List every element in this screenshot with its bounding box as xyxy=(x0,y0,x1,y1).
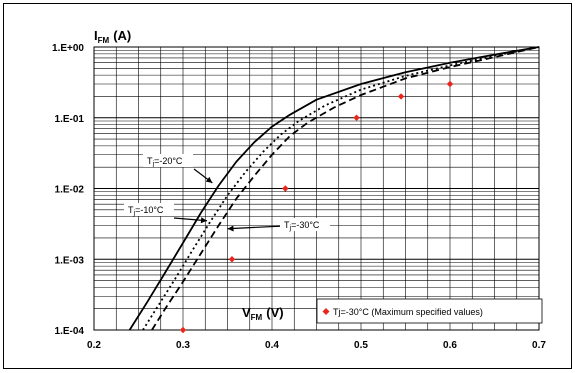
curves xyxy=(128,46,540,331)
curve-tj_m20 xyxy=(128,46,540,331)
grid xyxy=(93,46,540,331)
annotation-text-post: =-30°C xyxy=(291,220,320,230)
x-axis-title-main: V xyxy=(242,305,251,320)
annotation-label-tj_m20: Tj=-20°C xyxy=(147,156,183,168)
annotation-label-bg xyxy=(124,203,174,216)
annotation-text-post: =-10°C xyxy=(135,205,164,215)
legend-marker xyxy=(322,308,330,315)
annotation-label-tj_m10: Tj=-10°C xyxy=(128,205,164,217)
x-axis-title: VFM (V) xyxy=(242,305,284,322)
annotation-label-tj_m30: Tj=-30°C xyxy=(284,220,320,232)
max-spec-point xyxy=(353,114,360,121)
x-tick-label: 0.7 xyxy=(532,340,546,351)
x-tick-label: 0.3 xyxy=(176,340,190,351)
x-tick-label: 0.2 xyxy=(87,340,101,351)
annotation-arrow-tj_m30 xyxy=(227,225,285,230)
max-spec-point xyxy=(282,185,289,192)
legend-label: Tj=-30°C (Maximum specified values) xyxy=(333,307,483,317)
annotation-text-pre: T xyxy=(284,220,290,230)
y-tick-label: 1.E-04 xyxy=(55,326,85,337)
max-spec-points xyxy=(179,80,454,334)
chart-frame: 0.2 0.3 0.4 0.5 0.6 0.7 1.E-04 1.E-03 1.E-02 1.E-… xyxy=(3,3,572,369)
y-axis-title-sub: FM xyxy=(98,36,110,45)
x-axis-title-sub: FM xyxy=(251,313,263,322)
annotation-arrowhead-tj_m20 xyxy=(205,176,213,183)
x-tick-label: 0.6 xyxy=(443,340,457,351)
annotation-text-sub: j xyxy=(289,225,292,232)
annotation-label-bg xyxy=(143,154,193,167)
legend: Tj=-30°C (Maximum specified values) xyxy=(316,298,543,324)
y-axis-title-main: I xyxy=(94,28,98,43)
annotation-text-sub: j xyxy=(133,210,136,217)
annotation-text-sub: j xyxy=(152,161,155,168)
x-axis-title-unit: (V) xyxy=(266,305,283,320)
x-tick-label: 0.5 xyxy=(354,340,368,351)
y-axis-title-unit: (A) xyxy=(113,28,131,43)
annotation-text-pre: T xyxy=(128,205,134,215)
y-tick-label: 1.E-01 xyxy=(55,114,85,125)
axes: 0.2 0.3 0.4 0.5 0.6 0.7 1.E-04 1.E-03 1.E-02 1.E-… xyxy=(52,43,546,351)
annotation-arrowhead-tj_m10 xyxy=(200,217,208,224)
curve-tj_m30 xyxy=(151,46,540,331)
legend-box xyxy=(316,298,543,324)
max-spec-point xyxy=(179,326,187,334)
max-spec-point xyxy=(397,93,405,100)
y-tick-label: 1.E-03 xyxy=(55,255,85,266)
y-tick-label: 1.E+00 xyxy=(52,43,84,54)
max-spec-point xyxy=(228,256,236,263)
annotation-arrowhead-tj_m30 xyxy=(227,225,234,232)
annotation-label-bg xyxy=(280,218,330,231)
forward-characteristic-chart: 0.2 0.3 0.4 0.5 0.6 0.7 1.E-04 1.E-03 1.E-02 1.E-… xyxy=(52,28,546,351)
max-spec-point xyxy=(446,80,454,88)
y-axis-title: IFM (A) xyxy=(94,28,131,45)
annotations: Tj=-20°CTj=-10°CTj=-30°C xyxy=(124,154,330,232)
annotation-text-post: =-20°C xyxy=(154,156,183,166)
x-tick-label: 0.4 xyxy=(265,340,279,351)
plot-area-border xyxy=(93,46,540,331)
annotation-text-pre: T xyxy=(147,156,153,166)
y-tick-label: 1.E-02 xyxy=(55,185,85,196)
curve-tj_m10 xyxy=(142,46,540,331)
